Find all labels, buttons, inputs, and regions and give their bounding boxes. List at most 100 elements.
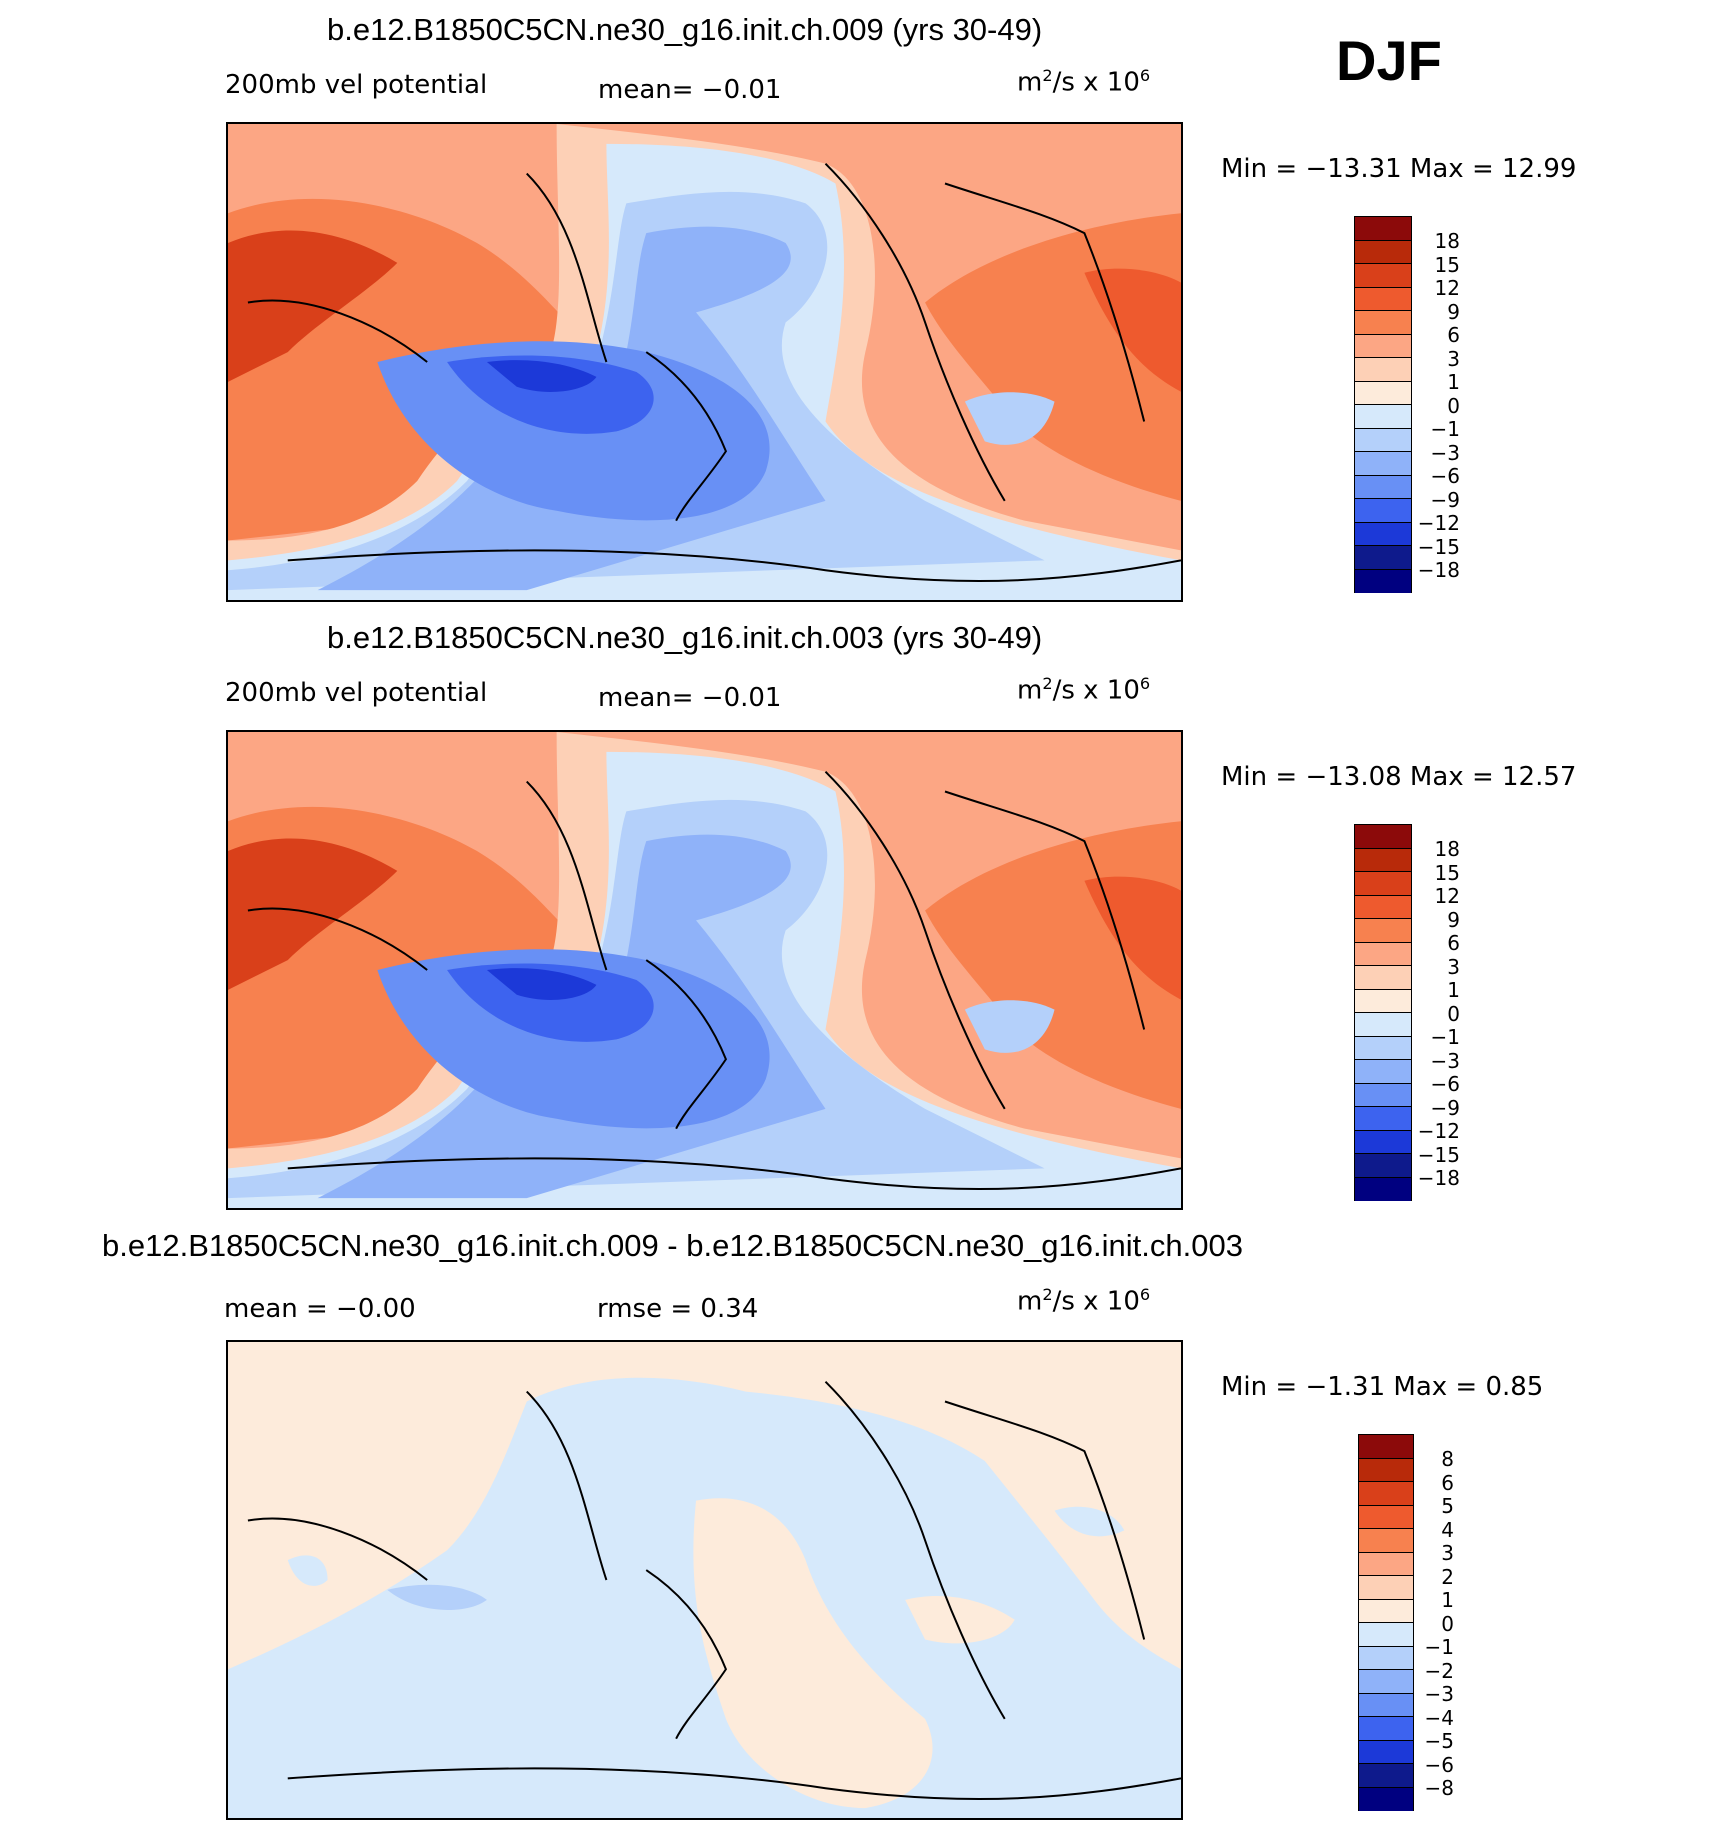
colorbar-label: −6 <box>1430 464 1460 488</box>
colorbar-swatch <box>1355 522 1411 546</box>
colorbar-swatch <box>1355 452 1411 476</box>
colorbar-swatch <box>1355 311 1411 335</box>
colorbar-swatch <box>1355 475 1411 499</box>
colorbar-label: 0 <box>1447 1002 1460 1026</box>
colorbar-label: −18 <box>1417 1166 1460 1190</box>
panel-2-units: m2/s x 106 <box>1017 674 1151 706</box>
colorbar-label: 9 <box>1447 300 1460 324</box>
colorbar-swatch <box>1359 1435 1413 1459</box>
panel-2-colorbar <box>1354 824 1412 1201</box>
colorbar-label: 2 <box>1441 1565 1454 1589</box>
panel-3-map <box>226 1340 1183 1820</box>
colorbar-label: 1 <box>1447 978 1460 1002</box>
colorbar-swatch <box>1359 1740 1413 1764</box>
colorbar-swatch <box>1355 499 1411 523</box>
colorbar-swatch <box>1355 989 1411 1013</box>
colorbar-swatch <box>1359 1599 1413 1623</box>
colorbar-label: 8 <box>1441 1447 1454 1471</box>
colorbar-swatch <box>1359 1576 1413 1600</box>
colorbar-label: −3 <box>1424 1682 1454 1706</box>
colorbar-label: −4 <box>1424 1706 1454 1730</box>
colorbar-swatch <box>1359 1670 1413 1694</box>
colorbar-label: 12 <box>1434 276 1460 300</box>
colorbar-swatch <box>1355 546 1411 570</box>
colorbar-label: −12 <box>1417 1119 1460 1143</box>
colorbar-label: −1 <box>1424 1635 1454 1659</box>
colorbar-label: −3 <box>1430 441 1460 465</box>
panel-3-contour-field <box>228 1342 1181 1818</box>
panel-1-minmax: Min = −13.31 Max = 12.99 <box>1221 154 1577 184</box>
colorbar-swatch <box>1355 1107 1411 1131</box>
panel-1-mean: mean= −0.01 <box>598 75 782 105</box>
panel-1-title: b.e12.B1850C5CN.ne30_g16.init.ch.009 (yr… <box>327 12 1043 47</box>
colorbar-label: 5 <box>1441 1494 1454 1518</box>
panel-1-contour-field <box>228 124 1181 600</box>
colorbar-label: −15 <box>1417 535 1460 559</box>
panel-3-units: m2/s x 106 <box>1017 1285 1151 1317</box>
colorbar-swatch <box>1355 1083 1411 1107</box>
panel-2-map <box>226 730 1183 1210</box>
colorbar-swatch <box>1355 895 1411 919</box>
colorbar-swatch <box>1355 240 1411 264</box>
colorbar-swatch <box>1355 217 1411 241</box>
colorbar-swatch <box>1359 1529 1413 1553</box>
colorbar-swatch <box>1359 1646 1413 1670</box>
colorbar-swatch <box>1355 1036 1411 1060</box>
colorbar-label: −8 <box>1424 1776 1454 1800</box>
panel-2-contour-field <box>228 732 1181 1208</box>
colorbar-swatch <box>1355 334 1411 358</box>
colorbar-swatch <box>1355 1060 1411 1084</box>
colorbar-label: −3 <box>1430 1049 1460 1073</box>
colorbar-label: 3 <box>1441 1541 1454 1565</box>
colorbar-swatch <box>1355 872 1411 896</box>
panel-3-minmax: Min = −1.31 Max = 0.85 <box>1221 1372 1544 1402</box>
colorbar-swatch <box>1359 1482 1413 1506</box>
colorbar-swatch <box>1359 1717 1413 1741</box>
colorbar-label: −1 <box>1430 1025 1460 1049</box>
colorbar-swatch <box>1355 1154 1411 1178</box>
colorbar-label: −9 <box>1430 1096 1460 1120</box>
colorbar-label: −6 <box>1424 1753 1454 1777</box>
colorbar-label: 6 <box>1441 1471 1454 1495</box>
colorbar-swatch <box>1355 919 1411 943</box>
colorbar-swatch <box>1355 848 1411 872</box>
panel-2-minmax: Min = −13.08 Max = 12.57 <box>1221 762 1577 792</box>
colorbar-label: 6 <box>1447 323 1460 347</box>
panel-3-colorbar <box>1358 1434 1414 1811</box>
colorbar-label: 0 <box>1441 1612 1454 1636</box>
colorbar-swatch <box>1355 966 1411 990</box>
colorbar-swatch <box>1359 1693 1413 1717</box>
colorbar-swatch <box>1355 1177 1411 1201</box>
colorbar-label: 0 <box>1447 394 1460 418</box>
panel-1-variable: 200mb vel potential <box>225 70 488 100</box>
colorbar-label: 15 <box>1434 253 1460 277</box>
colorbar-swatch <box>1355 264 1411 288</box>
colorbar-label: 18 <box>1434 837 1460 861</box>
colorbar-swatch <box>1359 1505 1413 1529</box>
colorbar-label: −2 <box>1424 1659 1454 1683</box>
panel-1-colorbar <box>1354 216 1412 593</box>
panel-3-title: b.e12.B1850C5CN.ne30_g16.init.ch.009 - b… <box>102 1228 1243 1263</box>
season-label: DJF <box>1336 29 1442 92</box>
panel-3-mean: mean = −0.00 <box>224 1294 416 1324</box>
colorbar-swatch <box>1355 1013 1411 1037</box>
colorbar-label: 3 <box>1447 955 1460 979</box>
colorbar-label: 9 <box>1447 908 1460 932</box>
colorbar-swatch <box>1355 287 1411 311</box>
colorbar-swatch <box>1359 1787 1413 1811</box>
panel-1-units: m2/s x 106 <box>1017 66 1151 98</box>
colorbar-swatch <box>1355 1130 1411 1154</box>
colorbar-label: −15 <box>1417 1143 1460 1167</box>
colorbar-label: −6 <box>1430 1072 1460 1096</box>
colorbar-label: 1 <box>1441 1588 1454 1612</box>
colorbar-label: −5 <box>1424 1729 1454 1753</box>
colorbar-swatch <box>1355 825 1411 849</box>
colorbar-label: 4 <box>1441 1518 1454 1542</box>
colorbar-swatch <box>1355 569 1411 593</box>
colorbar-label: −18 <box>1417 558 1460 582</box>
colorbar-swatch <box>1355 428 1411 452</box>
colorbar-swatch <box>1359 1764 1413 1788</box>
colorbar-label: −1 <box>1430 417 1460 441</box>
panel-2-mean: mean= −0.01 <box>598 683 782 713</box>
colorbar-swatch <box>1355 358 1411 382</box>
